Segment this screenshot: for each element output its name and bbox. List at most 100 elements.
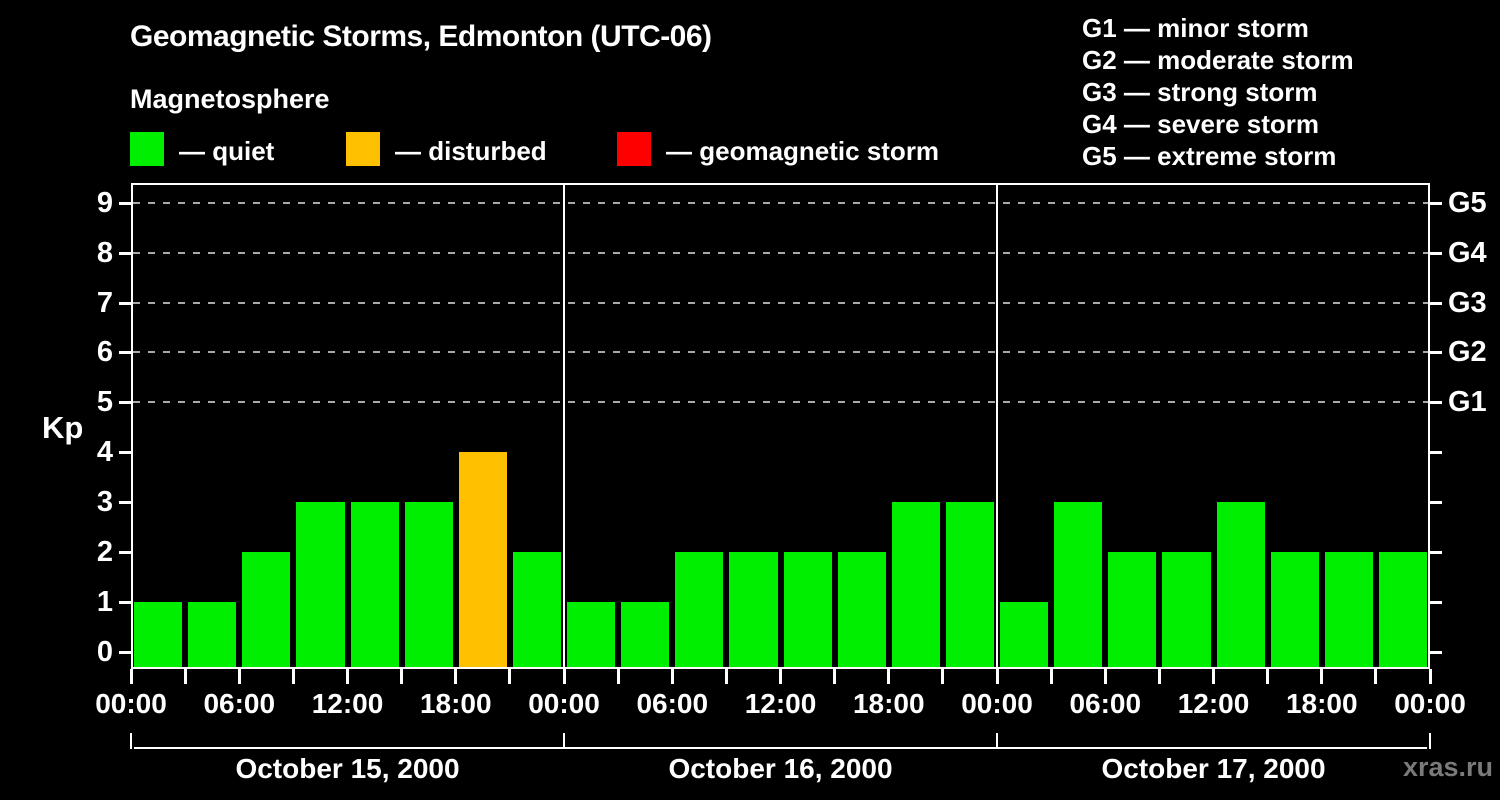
date-label: October 15, 2000: [235, 753, 460, 784]
geomagnetic-storm-label: — geomagnetic storm: [666, 136, 940, 166]
time-tick-label: 00:00: [95, 688, 167, 719]
time-tick-label: 00:00: [961, 688, 1033, 719]
time-axis-tick: [454, 669, 458, 684]
gridline: [133, 401, 1428, 404]
y-axis-tick: [1430, 550, 1442, 554]
time-axis-tick: [400, 669, 404, 684]
time-tick-label: 18:00: [1285, 688, 1358, 719]
gridline: [133, 301, 1428, 304]
kp-bar: [891, 502, 940, 667]
g-scale-legend-item: G1 — minor storm: [1082, 13, 1309, 43]
kp-bar: [1054, 502, 1103, 667]
kp-bar: [1216, 502, 1265, 667]
day-separator: [996, 185, 998, 667]
g-axis-tick-label: G4: [1448, 236, 1487, 269]
time-tick-label: 06:00: [636, 688, 709, 719]
time-axis-tick: [1103, 669, 1107, 684]
time-axis-tick: [833, 669, 837, 684]
y-axis-tick: [119, 600, 131, 604]
y-axis-tick: [119, 650, 131, 654]
time-axis-tick: [1320, 669, 1324, 684]
y-axis-tick-label: 6: [96, 336, 113, 369]
chart-subtitle: Magnetosphere: [130, 84, 330, 114]
kp-bar: [945, 502, 994, 667]
y-axis-tick: [1430, 650, 1442, 654]
kp-bar: [458, 452, 507, 667]
kp-bar: [1270, 551, 1319, 667]
day-separator: [563, 185, 565, 667]
time-tick-label: 18:00: [419, 688, 492, 719]
time-axis-tick: [1374, 669, 1378, 684]
g-axis-tick-label: G1: [1448, 386, 1487, 419]
gridline: [133, 251, 1428, 254]
time-axis-tick: [1049, 669, 1053, 684]
y-axis-tick: [119, 401, 131, 405]
y-axis-tick-label: 8: [96, 236, 113, 269]
kp-bar: [675, 551, 724, 667]
time-axis-tick: [941, 669, 945, 684]
y-axis-tick-label: 4: [96, 436, 113, 469]
time-tick-label: 06:00: [1069, 688, 1142, 719]
time-axis-tick: [1157, 669, 1161, 684]
date-bracket-tick: [130, 733, 132, 749]
disturbed-swatch: [346, 132, 380, 166]
geomagnetic-storm-swatch: [617, 132, 651, 166]
y-axis-tick: [1430, 451, 1442, 455]
y-axis-tick: [1430, 351, 1442, 355]
kp-axis-title: Kp: [42, 410, 84, 445]
watermark: xras.ru: [1402, 752, 1493, 782]
time-axis-tick: [1212, 669, 1215, 684]
y-axis-tick: [119, 301, 131, 305]
time-axis-tick: [995, 669, 999, 684]
kp-bar: [1162, 551, 1211, 667]
chart-title: Geomagnetic Storms, Edmonton (UTC-06): [130, 20, 712, 53]
kp-bar: [134, 601, 183, 667]
date-bracket-tick: [996, 733, 998, 749]
time-axis-tick: [670, 669, 674, 684]
kp-bar: [512, 551, 561, 667]
kp-bar: [242, 551, 291, 667]
y-axis-tick: [1430, 401, 1442, 405]
time-axis-tick: [508, 669, 512, 684]
time-axis-tick: [562, 669, 566, 684]
kp-bar: [1000, 601, 1049, 667]
time-axis-tick: [887, 669, 891, 684]
kp-bar: [1324, 551, 1373, 667]
y-axis-tick: [119, 550, 131, 554]
kp-bar: [783, 551, 832, 667]
y-axis-tick: [1430, 501, 1442, 504]
y-axis-tick: [1430, 201, 1442, 205]
time-axis-tick: [237, 669, 241, 684]
time-axis-tick: [183, 669, 187, 684]
y-axis-tick: [119, 501, 131, 504]
time-tick-label: 00:00: [528, 688, 600, 719]
g-scale-legend-item: G4 — severe storm: [1082, 109, 1320, 139]
plot-area: [131, 183, 1430, 669]
g-scale-legend-item: G2 — moderate storm: [1082, 45, 1354, 75]
y-axis-tick: [119, 251, 131, 255]
quiet-swatch: [130, 132, 164, 166]
g-scale-legend-item: G3 — strong storm: [1082, 77, 1318, 107]
date-label: October 16, 2000: [668, 753, 893, 784]
kp-bar: [621, 601, 670, 667]
time-tick-label: 12:00: [744, 688, 817, 719]
time-axis-tick: [129, 669, 133, 684]
kp-bar: [188, 601, 237, 667]
time-tick-label: 12:00: [311, 688, 384, 719]
kp-bar: [404, 502, 453, 667]
y-axis-tick: [119, 451, 131, 455]
g-axis-tick-label: G2: [1448, 336, 1487, 369]
date-bracket-tick: [563, 733, 565, 749]
g-axis-tick-label: G3: [1448, 286, 1487, 319]
y-axis-tick-label: 0: [96, 635, 113, 668]
kp-bar: [1378, 551, 1427, 667]
time-tick-label: 18:00: [852, 688, 925, 719]
time-tick-label: 12:00: [1177, 688, 1250, 719]
g-scale-legend: G1 — minor storm G2 — moderate storm G3 — …: [1082, 12, 1354, 172]
kp-bar: [1108, 551, 1157, 667]
time-tick-label: 00:00: [1394, 688, 1466, 719]
kp-bar: [296, 502, 345, 667]
disturbed-label: — disturbed: [395, 136, 547, 166]
date-bracket-tick: [1429, 733, 1431, 749]
